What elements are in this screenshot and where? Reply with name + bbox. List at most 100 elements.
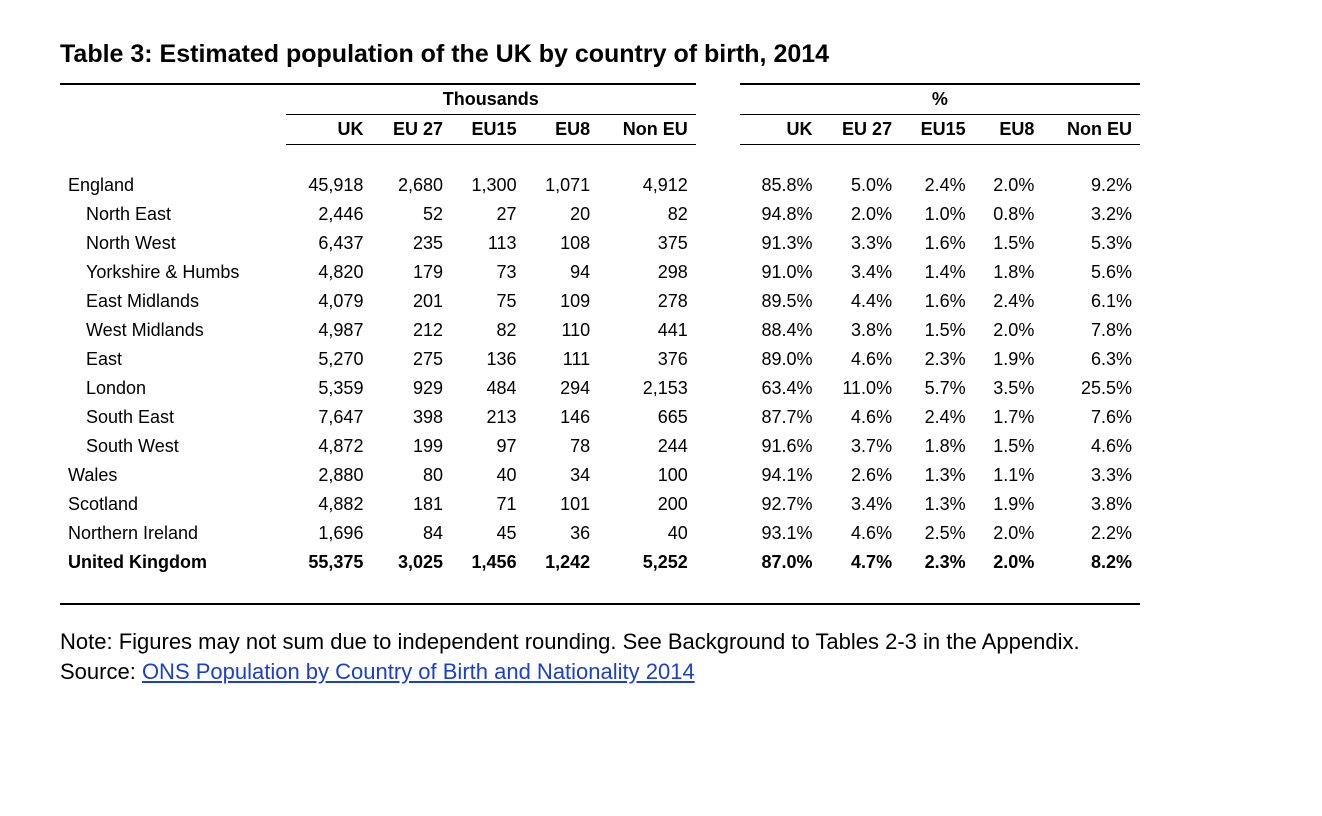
value-cell: 2.0% <box>974 171 1043 200</box>
value-cell: 1.5% <box>974 229 1043 258</box>
value-cell: 235 <box>371 229 451 258</box>
spacer-cell <box>696 461 740 490</box>
value-cell: 93.1% <box>740 519 821 548</box>
value-cell: 3.8% <box>1042 490 1140 519</box>
value-cell: 5,270 <box>286 345 372 374</box>
value-cell: 7.8% <box>1042 316 1140 345</box>
value-cell: 45,918 <box>286 171 372 200</box>
group-header-thousands: Thousands <box>286 84 696 115</box>
value-cell: 4,872 <box>286 432 372 461</box>
value-cell: 3.7% <box>821 432 901 461</box>
table-row: South West4,872199977824491.6%3.7%1.8%1.… <box>60 432 1140 461</box>
spacer-col <box>696 84 740 145</box>
value-cell: 3.5% <box>974 374 1043 403</box>
value-cell: 108 <box>525 229 599 258</box>
value-cell: 1.4% <box>900 258 974 287</box>
value-cell: 4,882 <box>286 490 372 519</box>
spacer-cell <box>696 229 740 258</box>
value-cell: 71 <box>451 490 525 519</box>
value-cell: 1.9% <box>974 345 1043 374</box>
value-cell: 4,079 <box>286 287 372 316</box>
col-header: UK <box>740 115 821 145</box>
value-cell: 6.3% <box>1042 345 1140 374</box>
col-header: Non EU <box>1042 115 1140 145</box>
value-cell: 2.0% <box>974 316 1043 345</box>
value-cell: 181 <box>371 490 451 519</box>
table-row: London5,3599294842942,15363.4%11.0%5.7%3… <box>60 374 1140 403</box>
value-cell: 5.6% <box>1042 258 1140 287</box>
value-cell: 298 <box>598 258 696 287</box>
value-cell: 34 <box>525 461 599 490</box>
value-cell: 8.2% <box>1042 548 1140 577</box>
table-row: Scotland4,8821817110120092.7%3.4%1.3%1.9… <box>60 490 1140 519</box>
value-cell: 2.0% <box>974 548 1043 577</box>
col-header: Non EU <box>598 115 696 145</box>
region-cell: South East <box>60 403 286 432</box>
value-cell: 3,025 <box>371 548 451 577</box>
value-cell: 78 <box>525 432 599 461</box>
value-cell: 200 <box>598 490 696 519</box>
value-cell: 4,987 <box>286 316 372 345</box>
value-cell: 82 <box>451 316 525 345</box>
value-cell: 1,456 <box>451 548 525 577</box>
value-cell: 375 <box>598 229 696 258</box>
value-cell: 109 <box>525 287 599 316</box>
region-cell: London <box>60 374 286 403</box>
spacer-cell <box>696 345 740 374</box>
value-cell: 94.1% <box>740 461 821 490</box>
spacer-cell <box>696 490 740 519</box>
value-cell: 213 <box>451 403 525 432</box>
table-row: Northern Ireland1,6968445364093.1%4.6%2.… <box>60 519 1140 548</box>
value-cell: 1.6% <box>900 287 974 316</box>
table-row: South East7,64739821314666587.7%4.6%2.4%… <box>60 403 1140 432</box>
table-row: North East2,4465227208294.8%2.0%1.0%0.8%… <box>60 200 1140 229</box>
value-cell: 4,820 <box>286 258 372 287</box>
value-cell: 294 <box>525 374 599 403</box>
value-cell: 25.5% <box>1042 374 1140 403</box>
table-row: East5,27027513611137689.0%4.6%2.3%1.9%6.… <box>60 345 1140 374</box>
region-cell: East <box>60 345 286 374</box>
value-cell: 87.7% <box>740 403 821 432</box>
value-cell: 5,359 <box>286 374 372 403</box>
group-header-percent: % <box>740 84 1140 115</box>
value-cell: 27 <box>451 200 525 229</box>
value-cell: 2,680 <box>371 171 451 200</box>
spacer-cell <box>696 316 740 345</box>
value-cell: 3.4% <box>821 490 901 519</box>
value-cell: 87.0% <box>740 548 821 577</box>
region-cell: Wales <box>60 461 286 490</box>
table-note: Note: Figures may not sum due to indepen… <box>60 627 1140 686</box>
table-row: England45,9182,6801,3001,0714,91285.8%5.… <box>60 171 1140 200</box>
value-cell: 4.4% <box>821 287 901 316</box>
spacer-cell <box>696 548 740 577</box>
value-cell: 91.6% <box>740 432 821 461</box>
spacer-cell <box>696 432 740 461</box>
value-cell: 1,696 <box>286 519 372 548</box>
value-cell: 4.6% <box>821 519 901 548</box>
value-cell: 4,912 <box>598 171 696 200</box>
source-link[interactable]: ONS Population by Country of Birth and N… <box>142 659 695 684</box>
value-cell: 1.3% <box>900 461 974 490</box>
value-cell: 2.4% <box>900 171 974 200</box>
value-cell: 4.6% <box>821 403 901 432</box>
region-cell: England <box>60 171 286 200</box>
value-cell: 3.2% <box>1042 200 1140 229</box>
value-cell: 40 <box>451 461 525 490</box>
value-cell: 1.7% <box>974 403 1043 432</box>
value-cell: 11.0% <box>821 374 901 403</box>
value-cell: 3.8% <box>821 316 901 345</box>
value-cell: 1.3% <box>900 490 974 519</box>
value-cell: 52 <box>371 200 451 229</box>
value-cell: 1.9% <box>974 490 1043 519</box>
value-cell: 1.6% <box>900 229 974 258</box>
value-cell: 398 <box>371 403 451 432</box>
value-cell: 4.6% <box>821 345 901 374</box>
col-header: EU8 <box>974 115 1043 145</box>
value-cell: 5.3% <box>1042 229 1140 258</box>
value-cell: 665 <box>598 403 696 432</box>
value-cell: 6,437 <box>286 229 372 258</box>
value-cell: 929 <box>371 374 451 403</box>
spacer-cell <box>696 258 740 287</box>
table-row: East Midlands4,0792017510927889.5%4.4%1.… <box>60 287 1140 316</box>
value-cell: 2.4% <box>974 287 1043 316</box>
